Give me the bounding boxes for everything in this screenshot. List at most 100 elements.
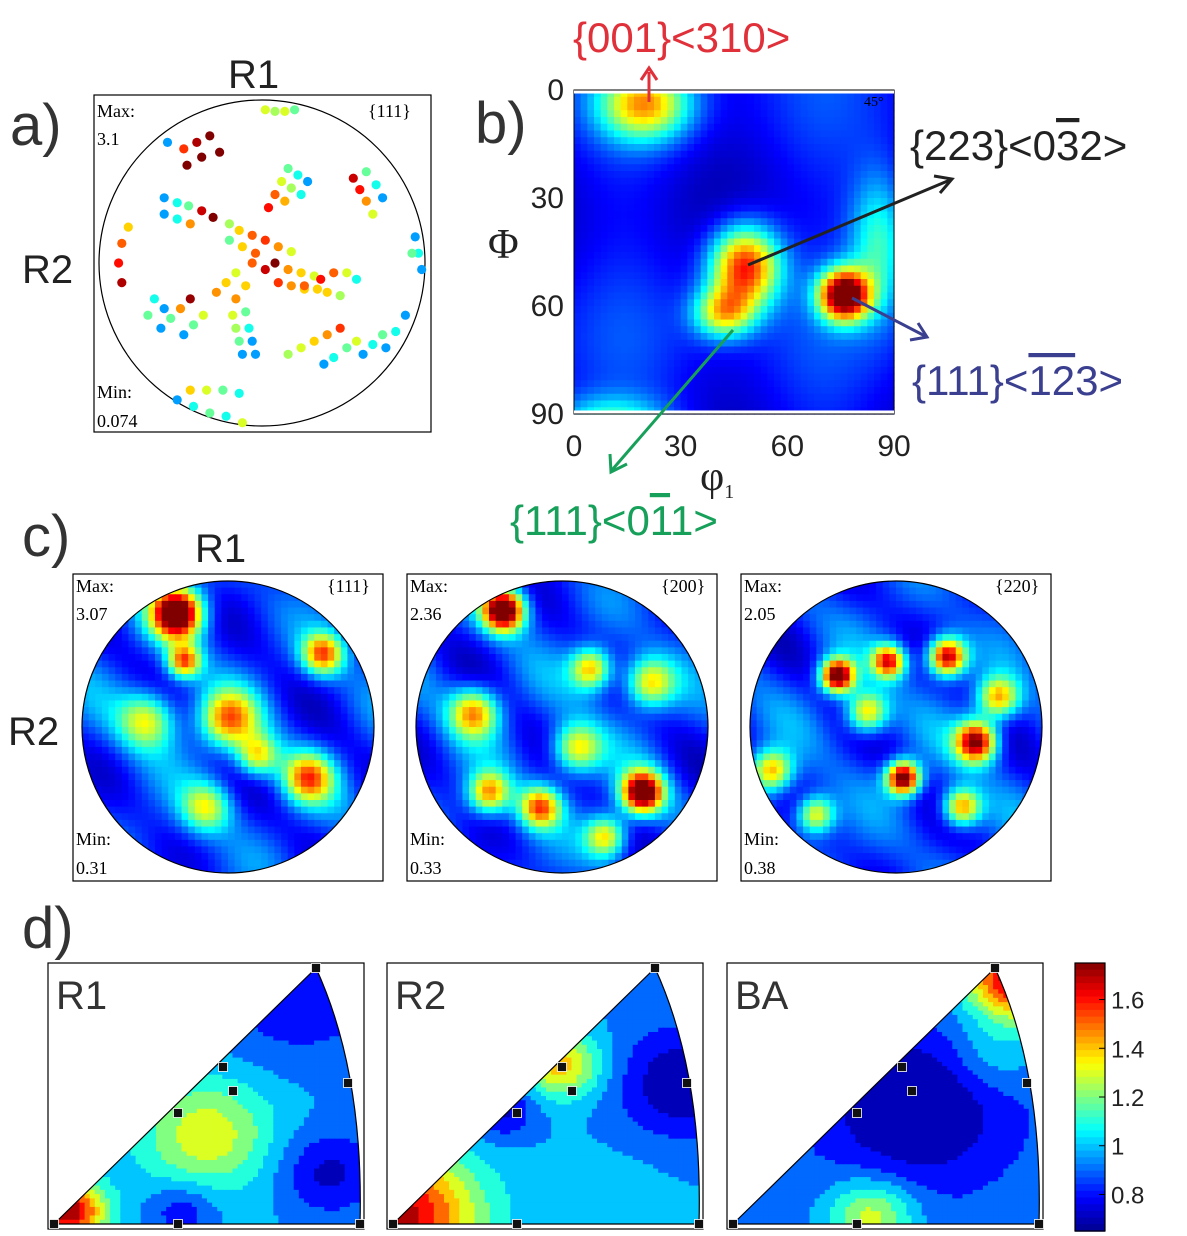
b-odf-cell <box>580 400 588 408</box>
b-odf-cell <box>794 339 802 348</box>
c-density-cell <box>482 667 490 675</box>
c-density-cell <box>135 614 143 622</box>
b-odf-cell <box>694 360 702 368</box>
b-odf-cell <box>620 110 628 118</box>
b-odf-cell <box>654 333 662 341</box>
b-odf-cell <box>747 184 755 192</box>
b-odf-cell <box>860 177 868 186</box>
c-density-cell <box>469 647 477 655</box>
b-odf-cell <box>620 387 628 395</box>
c-density-cell <box>148 707 156 715</box>
b-odf-cell <box>814 366 822 375</box>
b-odf-cell <box>574 117 582 125</box>
b-odf-cell <box>727 265 735 273</box>
b-odf-cell <box>634 110 642 118</box>
b-odf-cell <box>680 285 688 294</box>
c-density-cell <box>261 780 269 788</box>
c-density-cell <box>174 773 183 781</box>
b-odf-cell <box>800 252 808 260</box>
c-density-cell <box>168 640 176 648</box>
b-odf-cell <box>574 387 582 395</box>
c-density-cell <box>141 733 149 741</box>
c-density-cell <box>522 627 530 635</box>
c-density-cell <box>155 640 163 648</box>
c-density-cell <box>254 607 262 615</box>
c-density-cell <box>194 680 203 688</box>
b-odf-cell <box>760 130 768 138</box>
c-density-cell <box>502 693 510 702</box>
c-density-cell <box>528 720 537 728</box>
c-density-cell <box>241 819 249 828</box>
c-density-cell <box>267 806 276 814</box>
b-odf-cell <box>654 231 662 240</box>
c-density-cell <box>548 660 556 668</box>
b-odf-cell <box>700 198 708 206</box>
c-density-cell <box>141 640 149 648</box>
b-odf-cell <box>667 333 675 341</box>
c-density-cell <box>247 826 256 834</box>
b-odf-cell <box>734 204 742 213</box>
c-density-cell <box>261 813 269 821</box>
b-odf-cell <box>600 231 608 240</box>
a-pole-point <box>117 278 127 288</box>
b-odf-cell <box>627 326 635 334</box>
c-density-cell <box>615 733 623 741</box>
c-density-cell <box>522 727 530 735</box>
c-density-cell <box>168 713 176 721</box>
b-odf-cell <box>840 319 848 327</box>
c-density-cell <box>174 667 183 675</box>
b-odf-cell <box>767 150 775 159</box>
c-density-cell <box>535 667 543 675</box>
b-odf-cell <box>634 312 642 321</box>
b-odf-cell <box>680 218 688 226</box>
b-odf-cell <box>714 258 722 267</box>
b-odf-cell <box>880 285 888 294</box>
b-odf-cell <box>714 393 722 402</box>
c-density-cell <box>241 839 249 848</box>
c-density-cell <box>174 647 183 655</box>
b-odf-cell <box>660 312 668 321</box>
b-odf-cell <box>774 245 782 253</box>
c-density-cell <box>314 667 322 675</box>
c-density-cell <box>194 786 203 794</box>
b-odf-cell <box>734 157 742 165</box>
c-density-cell <box>294 720 302 728</box>
b-odf-cell <box>814 238 822 246</box>
c-density-cell <box>542 594 550 602</box>
c-density-cell <box>462 713 470 721</box>
c-density-cell <box>247 766 256 775</box>
c-density-cell <box>327 640 335 648</box>
b-odf-cell <box>867 198 875 206</box>
c-density-cell <box>654 667 663 675</box>
c-density-cell <box>668 667 676 675</box>
b-odf-cell <box>627 252 635 260</box>
b-odf-cell <box>674 373 682 381</box>
c-density-cell <box>449 713 457 721</box>
b-odf-cell <box>587 225 595 233</box>
b-odf-cell <box>814 110 822 118</box>
c-density-cell <box>148 720 156 728</box>
c-density-cell <box>128 634 136 642</box>
b-odf-cell <box>820 117 828 125</box>
b-odf-cell <box>734 353 742 361</box>
c-density-cell <box>174 693 183 702</box>
c-density-cell <box>608 727 616 735</box>
b-odf-cell <box>874 319 882 327</box>
b-odf-cell <box>654 90 662 98</box>
c-density-cell <box>121 793 130 801</box>
b-odf-cell <box>747 366 755 375</box>
c-density-cell <box>168 693 176 702</box>
b-odf-cell <box>674 191 682 199</box>
c-density-cell <box>442 707 450 715</box>
b-odf-cell <box>627 238 635 246</box>
b-odf-cell <box>840 103 848 111</box>
b-odf-cell <box>660 333 668 341</box>
c-density-cell <box>542 654 550 662</box>
b-odf-cell <box>747 164 755 172</box>
c-density-cell <box>115 733 123 741</box>
c-density-cell <box>562 607 570 615</box>
c-density-cell <box>214 620 222 629</box>
b-odf-cell <box>600 218 608 226</box>
b-odf-cell <box>674 164 682 172</box>
c-density-cell <box>307 740 315 748</box>
